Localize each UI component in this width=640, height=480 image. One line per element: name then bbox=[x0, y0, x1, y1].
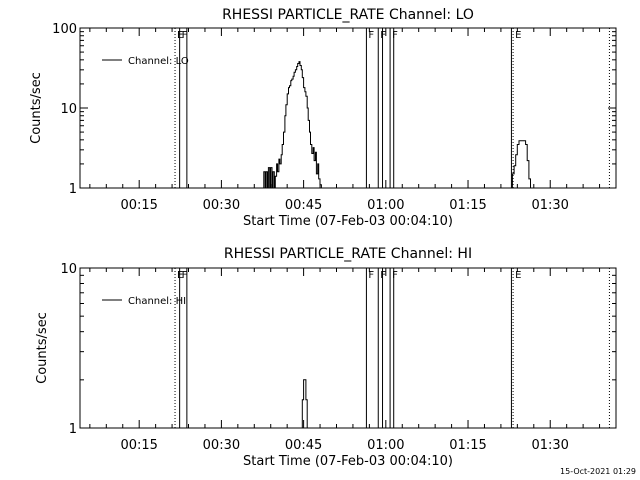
event-marker-label: E bbox=[177, 270, 183, 281]
y-axis-label: Counts/sec bbox=[35, 312, 50, 384]
y-axis-label: Counts/sec bbox=[29, 72, 44, 144]
x-axis-label: Start Time (07-Feb-03 00:04:10) bbox=[243, 214, 453, 229]
legend-label: Channel: HI bbox=[128, 296, 186, 307]
lo-channel-panel: RHESSI PARTICLE_RATE Channel: LO 00:15 00:… bbox=[29, 7, 617, 229]
x-tick-label: 00:30 bbox=[203, 438, 240, 453]
event-marker-label: F bbox=[380, 270, 386, 281]
x-axis-label: Start Time (07-Feb-03 00:04:10) bbox=[243, 454, 453, 469]
x-tick-label: 01:00 bbox=[367, 438, 404, 453]
x-tick-label: 00:45 bbox=[285, 438, 322, 453]
event-marker-label: F bbox=[368, 30, 374, 41]
data-series-line-0 bbox=[301, 379, 309, 429]
y-tick-label: 1 bbox=[69, 182, 77, 197]
hi-channel-panel: RHESSI PARTICLE_RATE Channel: HI 00:15 00:… bbox=[35, 246, 617, 469]
data-series-line-0 bbox=[263, 61, 338, 189]
event-marker-label: F bbox=[368, 270, 374, 281]
data-series-line-1 bbox=[510, 140, 533, 189]
x-tick-label: 00:15 bbox=[120, 198, 157, 213]
event-marker-label: F bbox=[182, 30, 188, 41]
event-marker-label: E bbox=[515, 270, 521, 281]
x-tick-label: 01:15 bbox=[449, 438, 486, 453]
event-marker-label: F bbox=[380, 30, 386, 41]
event-marker-label: F bbox=[392, 270, 398, 281]
event-marker-label: F bbox=[182, 270, 188, 281]
x-tick-label: 00:15 bbox=[120, 438, 157, 453]
event-marker-label: E bbox=[515, 30, 521, 41]
y-tick-label: 1 bbox=[69, 422, 77, 437]
event-marker-label: E bbox=[177, 30, 183, 41]
y-tick-label: 10 bbox=[60, 262, 77, 277]
footer-timestamp: 15-Oct-2021 01:29 bbox=[560, 467, 636, 476]
chart-title: RHESSI PARTICLE_RATE Channel: HI bbox=[224, 246, 472, 262]
chart-title: RHESSI PARTICLE_RATE Channel: LO bbox=[222, 7, 474, 23]
event-marker-label: F bbox=[392, 30, 398, 41]
x-tick-label: 01:00 bbox=[367, 198, 404, 213]
x-tick-label: 01:30 bbox=[531, 438, 568, 453]
x-tick-label: 01:15 bbox=[449, 198, 486, 213]
y-tick-label: 10 bbox=[60, 102, 77, 117]
plot-frame bbox=[79, 27, 617, 189]
legend-label: Channel: LO bbox=[128, 56, 189, 67]
x-tick-label: 01:30 bbox=[531, 198, 568, 213]
y-tick-label: 100 bbox=[52, 22, 77, 37]
x-tick-label: 00:30 bbox=[203, 198, 240, 213]
plot-frame bbox=[79, 267, 617, 429]
x-tick-label: 00:45 bbox=[285, 198, 322, 213]
